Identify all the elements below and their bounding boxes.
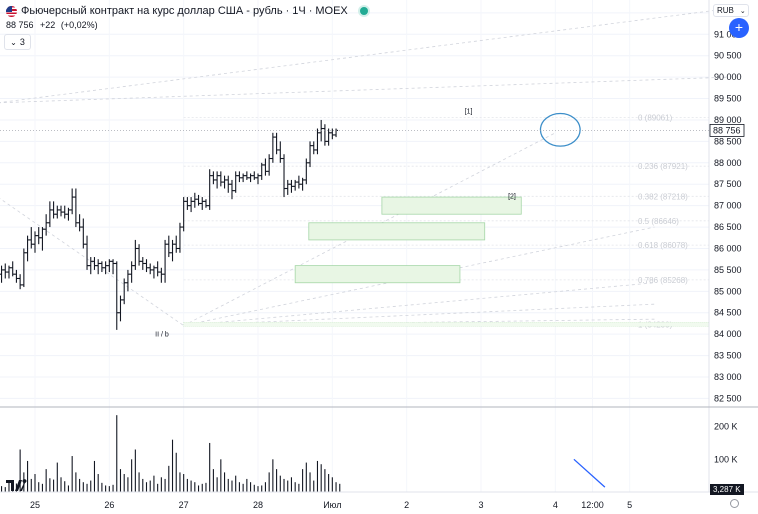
fib-retracement[interactable]: 0 (89061) 0.236 (87921) 0.382 (87218) 0.5 (… [183, 113, 710, 329]
fib-level-label: 0 (89061) [638, 113, 673, 122]
reset-scale-icon[interactable] [730, 499, 739, 508]
fib-level-label: 0.786 (85268) [638, 276, 688, 285]
separator: · [285, 5, 290, 17]
volume-tick-label: 200 K [714, 422, 738, 432]
price-change: +22 [40, 20, 56, 30]
indicators-toggle-button[interactable]: ⌄ 3 [4, 34, 31, 50]
price-tick-label: 84 500 [714, 308, 742, 318]
indicator-count: 3 [19, 37, 25, 47]
price-tick-label: 84 000 [714, 329, 742, 339]
price-tick-label: 89 500 [714, 94, 742, 104]
fib-level-label: 0.382 (87218) [638, 192, 688, 201]
tradingview-logo-icon[interactable] [6, 479, 28, 492]
price-tick-label: 83 500 [714, 351, 742, 361]
annotations: [1] [2] II / b [155, 109, 581, 338]
plus-icon[interactable]: + [729, 18, 749, 38]
price-tick-label: 83 000 [714, 372, 742, 382]
price-tick-label: 86 000 [714, 243, 742, 253]
price-change-pct: (+0,02%) [60, 20, 98, 30]
time-tick-label: 4 [553, 500, 558, 510]
wave-label: [1] [465, 109, 473, 116]
trend-line[interactable] [183, 282, 655, 326]
time-tick-label: 12:00 [581, 500, 604, 510]
trend-line[interactable] [183, 132, 556, 326]
wave-label: [2] [508, 193, 516, 200]
time-tick-label: 5 [627, 500, 632, 510]
interval-label[interactable]: 1Ч [292, 5, 306, 17]
exchange-label: MOEX [315, 5, 348, 17]
trend-line[interactable] [0, 197, 184, 326]
currency-select[interactable]: RUB ⌄ [713, 4, 749, 17]
price-tick-label: 86 500 [714, 222, 742, 232]
time-tick-label: 25 [30, 500, 40, 510]
market-open-dot-icon [359, 7, 368, 15]
time-tick-label: 26 [104, 500, 114, 510]
currency-label: RUB [717, 6, 734, 15]
symbol-title[interactable]: Фьючерсный контракт на курс доллар США -… [21, 5, 283, 17]
highlight-circle[interactable] [539, 112, 581, 147]
us-flag-icon [6, 5, 17, 17]
separator: · [308, 5, 313, 17]
demand-zone[interactable] [294, 265, 461, 284]
price-tick-label: 89 000 [714, 115, 742, 125]
price-tick-label: 87 000 [714, 201, 742, 211]
trend-line[interactable] [0, 8, 729, 103]
chevron-down-icon: ⌄ [10, 37, 17, 47]
quote-line: 88 756 +22 (+0,02%) [6, 20, 98, 30]
time-tick-label: 3 [478, 500, 483, 510]
grid [0, 0, 709, 492]
volume-last-tag-text: 3,287 K [713, 485, 741, 494]
demand-zone[interactable] [381, 196, 522, 215]
price-tick-label: 85 000 [714, 286, 742, 296]
time-tick-label: 27 [179, 500, 189, 510]
fib-level-label: 0.5 (86646) [638, 217, 679, 226]
price-tick-label: 88 000 [714, 158, 742, 168]
price-tick-label: 91 000 [714, 29, 742, 39]
wave-label: II / b [155, 331, 169, 338]
chevron-down-icon: ⌄ [739, 7, 746, 15]
volume-last-tag [710, 484, 744, 495]
trend-line[interactable] [0, 76, 729, 104]
price-candles [0, 119, 339, 330]
demand-zones[interactable] [294, 196, 522, 284]
fib-level-label: 0.236 (87921) [638, 162, 688, 171]
last-price-tag-text: 88 756 [713, 125, 741, 135]
symbol-header[interactable]: Фьючерсный контракт на курс доллар США -… [6, 3, 368, 19]
volume-tick-label: 100 K [714, 454, 738, 464]
price-tick-label: 90 000 [714, 72, 742, 82]
demand-zone[interactable] [308, 222, 486, 241]
price-tick-label: 90 500 [714, 51, 742, 61]
price-tick-label: 87 500 [714, 179, 742, 189]
time-tick-label: 2 [404, 500, 409, 510]
fib-base-band [183, 322, 710, 327]
price-tick-label: 85 500 [714, 265, 742, 275]
time-tick-label: Июл [323, 500, 341, 510]
time-tick-label: 28 [253, 500, 263, 510]
last-price-tag [709, 124, 745, 137]
volume-trend-line[interactable] [573, 458, 606, 488]
volume-bars [0, 415, 606, 492]
price-tick-label: 82 500 [714, 393, 742, 403]
price-tick-label: 88 500 [714, 136, 742, 146]
fib-level-label: 0.618 (86078) [638, 241, 688, 250]
last-price: 88 756 [6, 20, 34, 30]
